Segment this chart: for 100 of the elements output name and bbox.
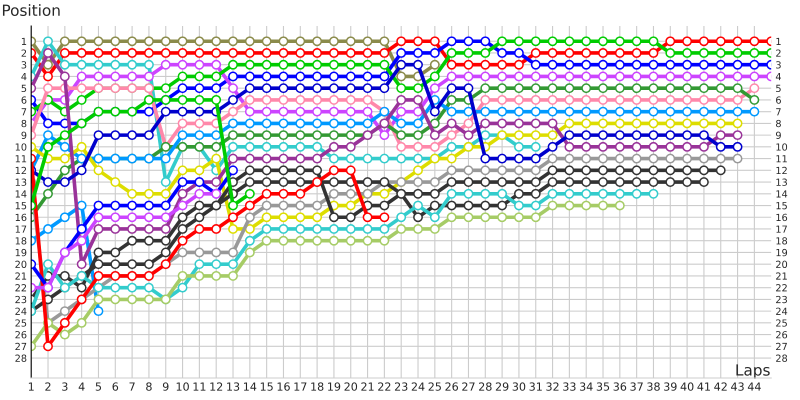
point (110, 259, 120, 270)
point (464, 118, 474, 128)
point (698, 118, 709, 128)
point (665, 72, 676, 82)
point (682, 60, 692, 70)
point (396, 142, 406, 152)
y2-tick-label: 19 (776, 248, 788, 256)
point (514, 36, 524, 46)
point (564, 106, 574, 117)
x-tick-label: 41 (697, 382, 710, 391)
x-tick-label: 25 (428, 382, 441, 391)
point (328, 118, 339, 128)
point (530, 165, 541, 176)
point (530, 200, 541, 210)
point (464, 200, 474, 210)
point (244, 36, 255, 46)
point (514, 188, 524, 199)
point (430, 72, 440, 82)
point (530, 106, 541, 117)
point (76, 60, 87, 70)
point (211, 48, 222, 58)
point (682, 83, 692, 94)
y2-tick-label: 1 (776, 38, 781, 45)
point (94, 294, 104, 304)
point (548, 60, 558, 70)
point (328, 177, 339, 187)
point (581, 36, 592, 46)
point (278, 72, 288, 82)
point (362, 106, 372, 117)
point (110, 48, 120, 58)
point (379, 130, 390, 140)
point (346, 188, 356, 199)
point (682, 177, 692, 187)
point (127, 236, 138, 246)
point (43, 83, 53, 94)
point (43, 188, 53, 199)
y2-tick-label: 18 (776, 237, 788, 245)
point (497, 94, 508, 105)
point (94, 200, 104, 210)
point (698, 130, 709, 140)
point (614, 130, 625, 140)
point (682, 118, 692, 128)
point (413, 142, 423, 152)
point (716, 94, 726, 105)
point (698, 94, 709, 105)
point (94, 306, 104, 316)
x-tick-label: 42 (714, 382, 727, 391)
point (548, 94, 558, 105)
point (194, 165, 204, 176)
point (328, 236, 339, 246)
point (480, 94, 490, 105)
point (94, 60, 104, 70)
point (413, 118, 423, 128)
point (127, 282, 138, 293)
point (598, 154, 608, 164)
point (228, 106, 238, 117)
point (278, 177, 288, 187)
point (446, 106, 457, 117)
point (598, 130, 608, 140)
point (548, 177, 558, 187)
point (464, 212, 474, 222)
point (497, 48, 508, 58)
point (564, 142, 574, 152)
x-tick-label: 29 (496, 382, 508, 391)
point (110, 36, 120, 46)
y2-tick-label: 2 (776, 49, 781, 57)
point (178, 270, 188, 281)
point (110, 212, 120, 222)
y2-tick-label: 24 (776, 308, 788, 315)
point (194, 212, 204, 222)
point (614, 94, 625, 105)
point (194, 60, 204, 70)
point (178, 60, 188, 70)
x-tick-label: 8 (146, 382, 152, 391)
point (682, 72, 692, 82)
point (278, 154, 288, 164)
point (211, 259, 222, 270)
point (295, 83, 306, 94)
point (60, 318, 70, 328)
point (514, 154, 524, 164)
point (530, 48, 541, 58)
point (480, 177, 490, 187)
x-tick-label: 22 (378, 382, 390, 391)
point (564, 94, 574, 105)
point (178, 200, 188, 210)
point (480, 154, 490, 164)
point (614, 72, 625, 82)
point (497, 118, 508, 128)
point (464, 60, 474, 70)
point (464, 72, 474, 82)
point (648, 36, 658, 46)
point (76, 282, 87, 293)
y-tick-label: 26 (15, 331, 26, 338)
point (110, 224, 120, 234)
point (244, 83, 255, 94)
point (648, 177, 658, 187)
point (632, 177, 642, 187)
point (178, 282, 188, 293)
point (244, 118, 255, 128)
point (194, 72, 204, 82)
